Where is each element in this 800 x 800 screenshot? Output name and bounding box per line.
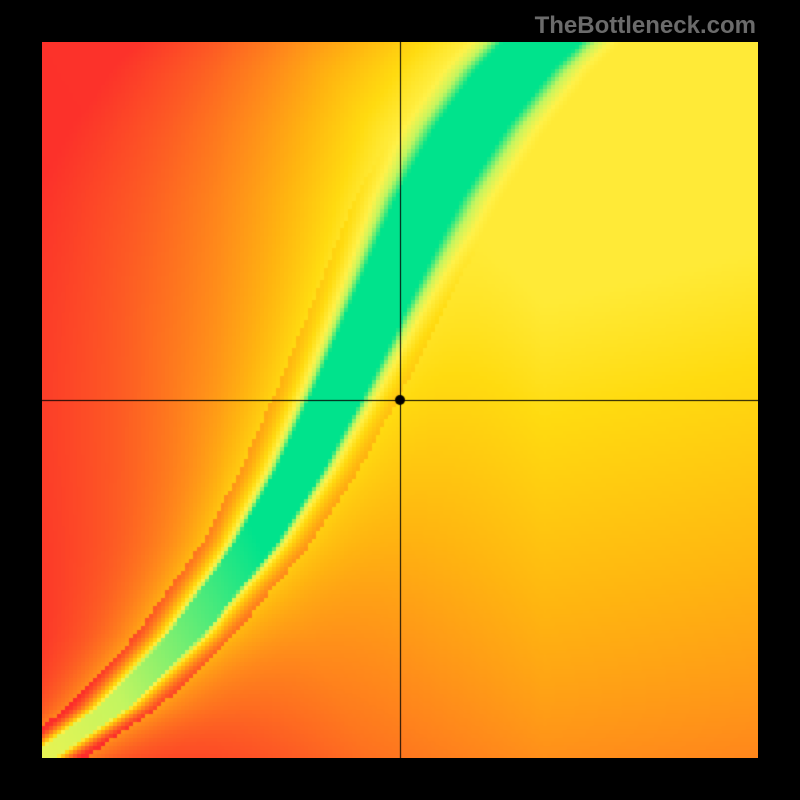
bottleneck-heatmap xyxy=(42,42,758,758)
watermark-text: TheBottleneck.com xyxy=(535,12,756,40)
chart-stage: TheBottleneck.com xyxy=(0,0,800,800)
